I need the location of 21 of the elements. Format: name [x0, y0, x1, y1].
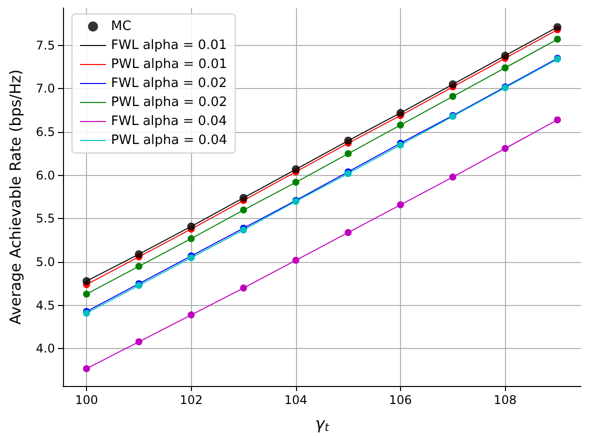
y-tick-label: 5.0 [36, 255, 55, 270]
legend-label: MC [111, 19, 132, 34]
y-tick-label: 7.0 [36, 82, 55, 96]
legend-label: FWL alpha = 0.02 [111, 76, 227, 91]
legend-label: PWL alpha = 0.01 [111, 57, 228, 72]
legend-label: PWL alpha = 0.04 [111, 133, 228, 148]
y-tick-label: 4.0 [36, 342, 55, 356]
legend-label: FWL alpha = 0.04 [111, 114, 227, 129]
legend-label: FWL alpha = 0.01 [111, 38, 227, 53]
x-tick-label: 100 [75, 393, 98, 407]
y-tick-label: 4.5 [36, 298, 55, 312]
x-tick-label: 102 [180, 393, 203, 407]
y-tick-label: 5.5 [36, 212, 55, 226]
y-tick-label: 6.0 [36, 168, 55, 182]
y-tick-label: 6.5 [36, 124, 55, 139]
y-axis-title: Average Achievable Rate (bps/Hz) [6, 69, 24, 325]
legend-label: PWL alpha = 0.02 [111, 95, 228, 110]
x-tick-label: 108 [494, 393, 517, 407]
x-tick-label: 106 [389, 393, 412, 407]
y-tick-label: 7.5 [36, 38, 55, 52]
x-tick-label: 104 [284, 393, 308, 407]
